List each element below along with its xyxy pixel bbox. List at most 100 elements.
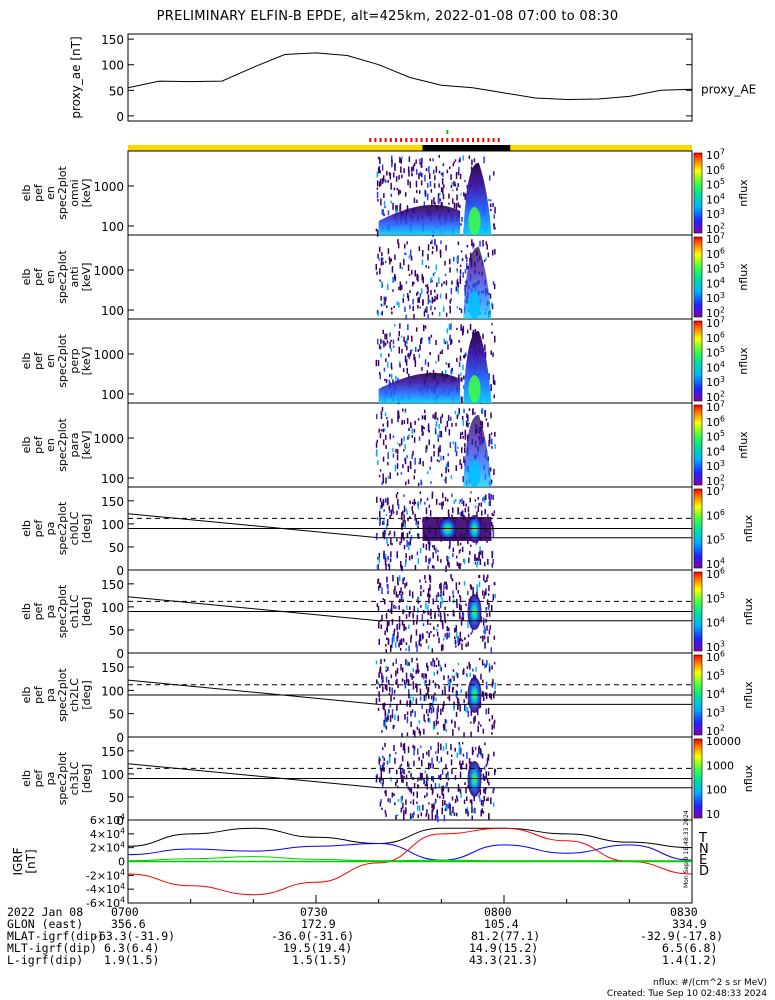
spectrogram-pixel xyxy=(419,293,422,298)
spectrogram-pixel xyxy=(408,373,410,379)
ylabel-line: para xyxy=(68,433,81,458)
spectrogram-pixel xyxy=(456,268,458,271)
colorbar-tick-label: 105 xyxy=(706,345,725,359)
spectrogram-pixel xyxy=(492,558,494,564)
spectrogram-pixel xyxy=(388,505,390,511)
spectrogram-pixel xyxy=(387,179,389,183)
spectrogram-pixel xyxy=(393,628,396,633)
spectrogram-pixel xyxy=(399,699,402,705)
spectrogram-pixel xyxy=(464,284,466,292)
ylabel-line: ch2LC xyxy=(68,678,81,712)
spectrogram-pixel xyxy=(461,639,464,642)
spectrogram-pixel xyxy=(450,298,452,301)
spectrogram-pixel xyxy=(472,668,474,672)
ylabel-line: spec2plot xyxy=(56,250,69,304)
spectrogram-pixel xyxy=(424,580,427,583)
spectrogram-pixel xyxy=(430,241,432,244)
spectrogram-pixel xyxy=(416,292,418,296)
spectrogram-pixel xyxy=(421,673,423,678)
spectrogram-pixel xyxy=(391,602,393,606)
spectrogram-pixel xyxy=(412,729,415,735)
spectrogram-pixel xyxy=(494,431,496,437)
spectrogram-pixel xyxy=(441,769,444,775)
spectrogram-pixel xyxy=(442,492,444,498)
spectrogram-pixel xyxy=(391,418,393,424)
ephem-value: 1.5(1.5) xyxy=(292,953,348,967)
spectrogram-pixel xyxy=(480,636,482,639)
spectrogram-pixel xyxy=(438,761,440,764)
spectrogram-pixel xyxy=(483,795,486,802)
spectrogram-pixel xyxy=(486,577,488,582)
spectrogram-pixel xyxy=(490,302,493,307)
spectrogram-pixel xyxy=(408,434,410,439)
spectrogram-pixel xyxy=(391,792,394,798)
spectrogram-pixel xyxy=(405,642,408,645)
spectrogram-pixel xyxy=(403,537,405,541)
science-tick xyxy=(482,138,485,142)
spectrogram-pixel xyxy=(391,687,393,695)
spectrogram-pixel xyxy=(416,199,418,203)
spectrogram-pixel xyxy=(387,497,389,505)
science-tick xyxy=(389,138,392,142)
spectrogram-pixel xyxy=(393,636,395,642)
spectrogram-pixel xyxy=(402,802,404,809)
spectrogram-pixel xyxy=(444,426,447,432)
spectrogram-pixel xyxy=(431,311,434,316)
spectrogram-pixel xyxy=(427,298,430,305)
ylabel-line: [deg] xyxy=(80,680,93,709)
spectrogram-pixel xyxy=(406,700,408,707)
spectrogram-pixel xyxy=(413,353,415,360)
spectrogram-pixel xyxy=(485,692,488,700)
spectrogram-pixel xyxy=(409,787,411,792)
spectrogram-pixel xyxy=(459,765,462,770)
ylabel-line: pef xyxy=(32,685,45,704)
spectrogram-pixel xyxy=(386,305,388,309)
spectrogram-pixel xyxy=(476,584,478,591)
spectrogram-pixel xyxy=(389,714,392,718)
spectrogram-pixel xyxy=(488,813,490,820)
spectrogram-pixel xyxy=(406,367,408,374)
spectrogram-pixel xyxy=(388,172,391,176)
spectrogram-pixel xyxy=(405,340,407,345)
spectrogram-pixel xyxy=(395,375,397,383)
spectrogram-pixel xyxy=(455,690,458,695)
spectrogram-pixel xyxy=(384,720,387,723)
spectrogram-pixel xyxy=(387,564,390,567)
spectrogram-pixel xyxy=(491,605,493,612)
ylabel-line: pef xyxy=(32,267,45,286)
spectrogram-pixel xyxy=(435,340,437,346)
spectrogram-pixel xyxy=(405,672,408,679)
spectrogram-pixel xyxy=(409,813,412,819)
ephem-row-mlt: MLT-igrf(dip) 6.3(6.4) 19.5(19.4) 14.9(1… xyxy=(0,942,775,954)
spectrogram-pixel xyxy=(408,680,410,686)
spectrogram-pixel xyxy=(468,661,470,668)
spectrogram-pixel xyxy=(459,499,461,502)
spectrogram-pixel xyxy=(460,377,462,382)
spectrogram-pixel xyxy=(451,578,453,582)
spectrogram-pixel xyxy=(417,777,419,782)
spectrogram-pixel xyxy=(444,341,447,345)
spectrogram-pixel xyxy=(466,796,468,801)
spectrogram-pixel xyxy=(442,622,444,630)
spectrogram-pixel xyxy=(427,814,430,821)
spectrogram-pixel xyxy=(389,433,391,440)
spectrogram-pixel xyxy=(458,726,460,731)
spectrogram-pixel xyxy=(432,726,435,730)
spectrogram-pixel xyxy=(391,266,394,273)
spectrogram-pixel xyxy=(445,805,447,811)
spectrogram-pixel xyxy=(403,505,406,513)
science-tick xyxy=(446,138,449,142)
spectrogram-pixel xyxy=(411,501,414,505)
spectrogram-pixel xyxy=(378,166,381,173)
spectrogram-pixel xyxy=(393,172,395,178)
spectrogram-pixel xyxy=(416,614,419,620)
science-tick xyxy=(369,138,372,142)
spectrogram-pixel xyxy=(396,624,398,629)
ytick-label: 0 xyxy=(116,564,124,578)
spectrogram-pixel xyxy=(445,245,447,251)
spectrogram-pixel xyxy=(491,563,494,568)
spectrogram-pixel xyxy=(384,790,386,794)
spectrogram-pixel xyxy=(474,499,477,502)
spectrogram-pixel xyxy=(396,678,398,685)
spectrogram-pixel xyxy=(486,613,488,618)
